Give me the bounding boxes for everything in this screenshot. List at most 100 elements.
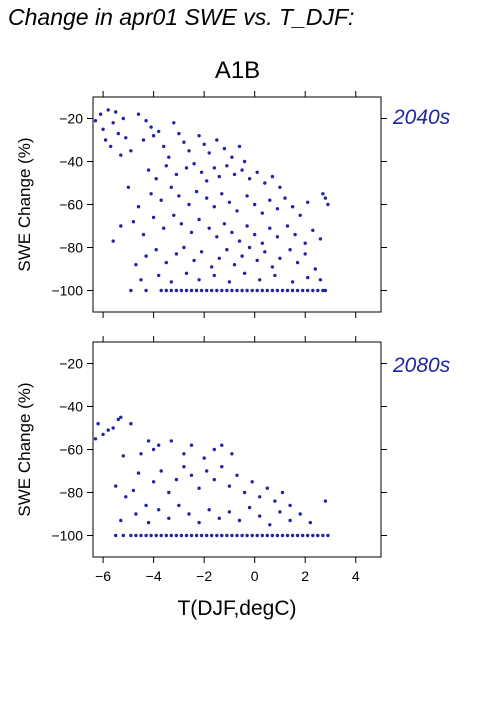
y-tick-label: −80 [59,485,83,501]
scenario-label: A1B [214,57,261,84]
data-point [217,516,221,520]
data-point [111,239,115,243]
data-point [164,288,168,293]
data-point [212,273,216,278]
data-point [124,136,128,140]
data-point [225,533,229,538]
data-point [119,153,123,157]
data-point [273,499,277,503]
data-point [318,278,323,282]
data-point [311,288,315,293]
data-point [220,443,224,447]
data-point [280,490,285,495]
data-point [179,222,184,226]
data-point [131,220,136,224]
data-point [187,202,191,207]
data-point [182,140,186,144]
data-point [172,121,176,125]
data-point [290,280,295,284]
data-point [290,288,295,293]
data-point [232,172,237,177]
data-point [258,514,262,518]
y-axis-label: SWE Change (%) [15,137,34,271]
data-point [285,533,290,538]
data-point [220,465,224,469]
data-point [270,265,275,269]
data-point [182,465,186,469]
data-point [227,280,232,284]
x-tick-label: −4 [146,568,162,584]
data-point [98,112,103,116]
data-point [146,168,151,172]
data-point [285,224,290,228]
data-point [321,192,325,196]
data-point [301,288,305,293]
data-point [323,196,328,200]
data-point [230,533,234,538]
data-point [207,151,211,155]
data-point [283,196,287,200]
data-point [151,447,156,452]
data-point [139,533,143,538]
data-point [255,288,259,293]
data-point [288,248,292,252]
data-point [265,486,269,490]
data-point [275,288,280,293]
data-point [217,256,221,260]
data-point [184,166,189,170]
data-point [285,288,290,293]
data-point [245,533,249,538]
data-point [278,510,282,514]
data-point [199,250,204,254]
data-point [227,510,232,514]
data-point [290,533,295,538]
data-point [167,155,171,159]
data-point [298,213,302,217]
data-point [93,119,98,123]
data-point [215,288,219,293]
data-point [146,439,151,443]
data-point [154,533,158,538]
data-point [215,235,219,239]
data-point [184,288,189,293]
data-point [189,230,194,235]
data-point [288,518,292,523]
data-point [121,533,126,538]
data-point [270,533,275,538]
data-point [217,174,221,179]
data-point [298,512,302,516]
x-axis-label: T(DJF,degC) [177,597,296,620]
data-point [111,121,115,125]
data-point [326,202,330,207]
data-point [151,480,156,484]
data-point [144,119,148,123]
data-point [134,533,138,538]
data-point [119,415,123,419]
y-tick-label: −80 [59,240,83,256]
x-tick-label: 0 [251,568,259,584]
data-point [116,131,121,136]
y-tick-label: −60 [59,197,83,213]
data-point [119,224,123,228]
data-point [134,263,138,267]
data-point [205,469,209,473]
data-point [250,533,254,538]
data-point [192,162,196,166]
data-point [159,198,163,202]
data-point [144,533,148,538]
data-point [159,533,163,538]
data-point [129,533,133,538]
data-point [288,503,292,508]
data-point [157,129,161,134]
data-point [126,185,131,189]
data-point [189,443,194,447]
data-point [189,533,194,538]
data-point [235,473,239,477]
data-point [260,288,264,293]
data-point [301,533,305,538]
data-point [253,202,257,207]
data-point [184,271,189,275]
data-point [270,288,275,293]
data-point [263,250,267,254]
x-tick-label: −6 [95,568,111,584]
